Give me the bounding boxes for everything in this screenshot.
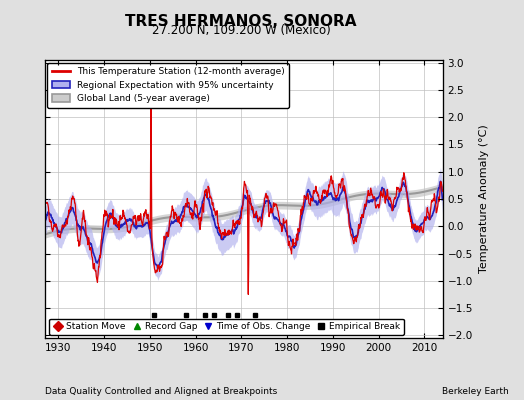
Text: Berkeley Earth: Berkeley Earth xyxy=(442,387,508,396)
Text: TRES HERMANOS, SONORA: TRES HERMANOS, SONORA xyxy=(125,14,357,29)
Legend: Station Move, Record Gap, Time of Obs. Change, Empirical Break: Station Move, Record Gap, Time of Obs. C… xyxy=(49,319,404,335)
Text: 27.200 N, 109.200 W (Mexico): 27.200 N, 109.200 W (Mexico) xyxy=(151,24,331,37)
Text: Data Quality Controlled and Aligned at Breakpoints: Data Quality Controlled and Aligned at B… xyxy=(45,387,277,396)
Y-axis label: Temperature Anomaly (°C): Temperature Anomaly (°C) xyxy=(478,125,488,273)
